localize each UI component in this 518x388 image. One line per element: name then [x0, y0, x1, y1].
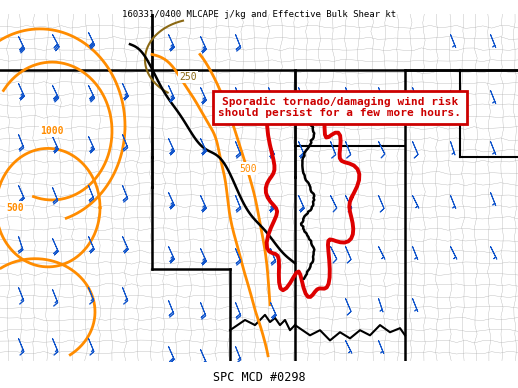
Text: Sporadic tornado/damaging wind risk
should persist for a few more hours.: Sporadic tornado/damaging wind risk shou… [219, 97, 462, 118]
Text: 500: 500 [239, 164, 257, 174]
Text: 160331/0400 MLCAPE j/kg and Effective Bulk Shear kt: 160331/0400 MLCAPE j/kg and Effective Bu… [122, 10, 396, 19]
Text: 500: 500 [6, 203, 24, 213]
Text: 1000: 1000 [40, 126, 64, 136]
Text: 250: 250 [179, 72, 197, 82]
Text: SPC MCD #0298: SPC MCD #0298 [213, 371, 305, 384]
